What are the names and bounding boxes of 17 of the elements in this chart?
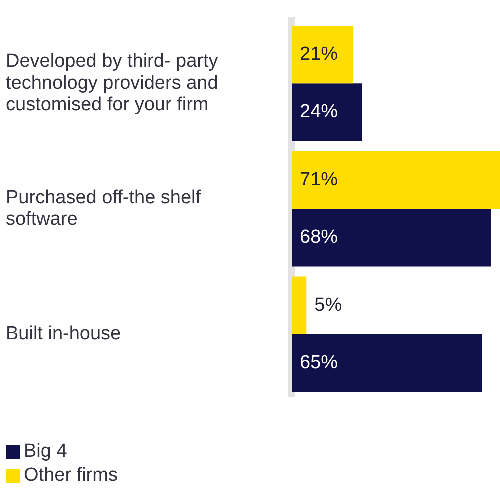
y-tick-label: Built in-house (6, 324, 122, 345)
data-label: 65% (300, 352, 338, 374)
bar (292, 209, 492, 267)
data-label: 68% (300, 227, 338, 248)
legend-label: Other firms (24, 465, 118, 487)
y-tick-label: Developed by third- party technology providers and customised for your firm (6, 51, 219, 116)
data-label: 21% (300, 44, 338, 66)
data-label: 24% (300, 102, 338, 123)
bar (292, 26, 354, 84)
legend-label: Big 4 (24, 441, 68, 463)
data-label: 5% (314, 294, 342, 316)
bar (292, 84, 362, 142)
y-tick-label: Purchased off-the shelf software (6, 187, 202, 230)
data-label: 71% (300, 169, 338, 190)
bar (292, 276, 307, 335)
bar (292, 334, 482, 392)
bar (292, 151, 500, 210)
